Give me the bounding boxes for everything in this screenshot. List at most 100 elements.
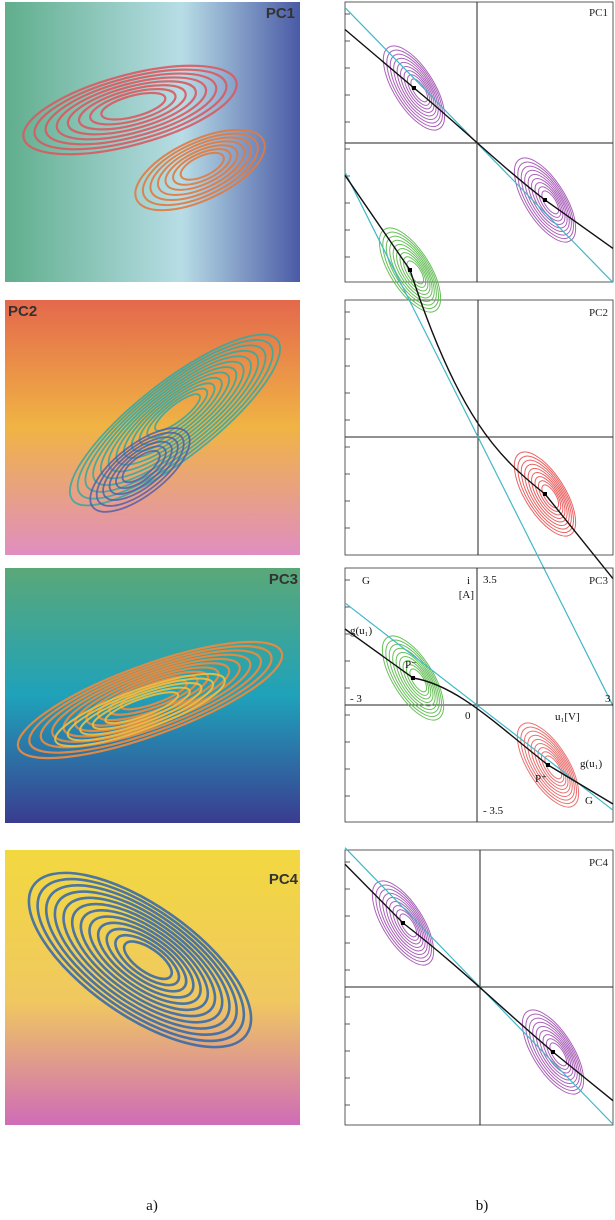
annotation: G	[585, 795, 593, 807]
orbit	[527, 467, 568, 523]
orbit	[399, 656, 434, 703]
orbit	[16, 640, 284, 760]
caption: a)	[146, 1198, 158, 1214]
orbit	[532, 1021, 578, 1084]
orbit	[517, 455, 574, 534]
orbit	[389, 901, 424, 948]
line-G	[344, 171, 614, 707]
annotation: i	[467, 575, 470, 587]
equilibrium	[411, 676, 415, 680]
orbit	[104, 691, 180, 725]
orbit	[513, 451, 577, 537]
orbit	[527, 173, 568, 229]
orbit	[405, 664, 430, 696]
annotation: 0	[465, 710, 471, 722]
orbit	[130, 376, 223, 453]
orbit	[395, 651, 436, 707]
orbit	[115, 366, 238, 466]
plot-frame	[344, 1, 614, 283]
orbit	[516, 722, 580, 808]
orbit	[91, 686, 191, 730]
equilibrium	[546, 763, 550, 767]
panel-label: PC3	[589, 575, 608, 587]
orbit	[520, 726, 577, 805]
orbit	[69, 333, 281, 507]
line-G	[344, 602, 614, 811]
panel-label: PC1	[589, 7, 608, 19]
orbit	[371, 880, 435, 966]
orbit	[524, 169, 570, 232]
annotation: - 3	[350, 693, 362, 705]
orbit	[378, 888, 430, 959]
orbit	[406, 74, 431, 106]
equilibrium	[412, 86, 416, 90]
orbit	[535, 1025, 576, 1081]
render-panel	[5, 2, 300, 282]
orbit	[402, 256, 427, 288]
orbit	[396, 248, 431, 295]
equilibrium	[551, 1050, 555, 1054]
orbit	[402, 660, 432, 700]
annotation: [A]	[459, 589, 474, 601]
orbit	[53, 890, 231, 1030]
orbit	[531, 472, 566, 519]
orbit	[164, 144, 239, 191]
orbit	[525, 1013, 582, 1092]
orbit	[55, 76, 208, 141]
orbit	[62, 896, 224, 1024]
orbit	[527, 734, 573, 797]
orbit	[172, 148, 232, 186]
orbit	[134, 128, 266, 212]
curve-g	[344, 628, 614, 805]
annotation: g(u₁)	[580, 758, 602, 770]
orbit	[22, 64, 238, 156]
orbit	[406, 260, 425, 285]
orbit	[79, 682, 203, 736]
orbit	[520, 459, 572, 530]
orbit	[77, 84, 187, 131]
plot-frame	[344, 567, 614, 823]
orbit	[537, 186, 562, 218]
phase-plots	[344, 1, 614, 1126]
equilibrium	[543, 492, 547, 496]
render-panel	[5, 300, 300, 555]
orbit	[79, 909, 210, 1012]
equilibrium	[408, 268, 412, 272]
orbit	[156, 140, 246, 196]
orbit	[396, 61, 437, 117]
annotation: 3.5	[483, 574, 497, 586]
panel-label: PC2	[589, 307, 608, 319]
orbit	[179, 151, 225, 181]
orbit	[89, 427, 191, 513]
orbit	[399, 252, 429, 292]
panel-label: PC2	[8, 303, 37, 320]
orbit	[530, 738, 571, 794]
orbit	[521, 1009, 585, 1095]
curve-g	[344, 174, 614, 580]
orbit	[392, 647, 438, 710]
annotation: g(u₁)	[350, 625, 372, 637]
orbit	[410, 78, 429, 103]
orbit	[89, 87, 177, 126]
orbit	[36, 877, 246, 1043]
orbit	[149, 136, 253, 202]
orbit	[115, 445, 167, 490]
orbit	[399, 913, 418, 938]
orbit	[385, 896, 426, 952]
orbit	[541, 484, 560, 509]
orbit	[523, 730, 575, 801]
orbit	[88, 915, 202, 1005]
panel-label: PC4	[589, 857, 608, 869]
orbit	[84, 344, 267, 493]
panel-label: PC3	[269, 571, 298, 588]
orbit	[382, 231, 439, 310]
orbit	[44, 884, 238, 1037]
orbit	[524, 463, 570, 526]
annotation: 3	[605, 693, 611, 705]
curve-g	[344, 28, 614, 250]
orbit	[520, 165, 572, 236]
plot-frame	[344, 299, 614, 556]
orbit	[534, 182, 564, 222]
orbit	[389, 239, 435, 302]
